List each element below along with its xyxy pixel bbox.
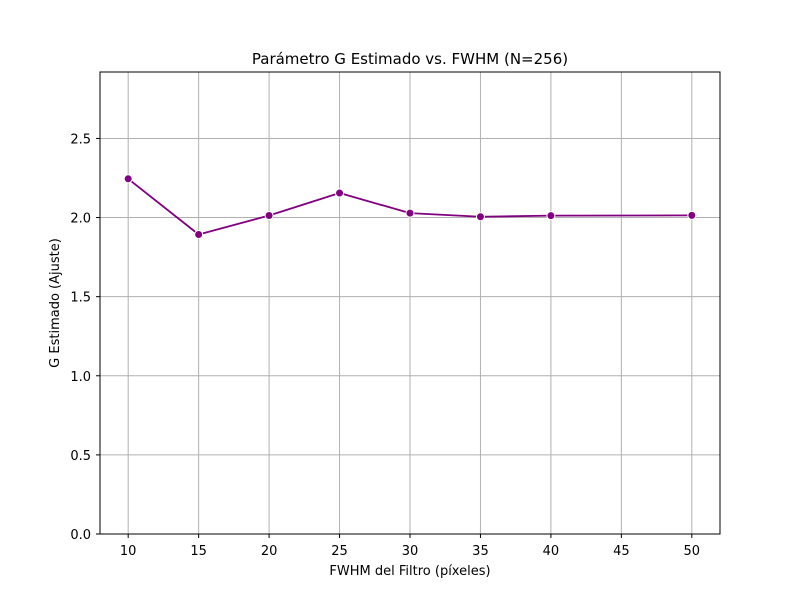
data-point	[687, 210, 697, 220]
data-point	[335, 188, 345, 198]
x-tick-label: 50	[684, 544, 701, 559]
x-tick-label: 45	[613, 544, 630, 559]
x-axis-label: FWHM del Filtro (píxeles)	[329, 564, 490, 579]
data-point	[194, 229, 204, 239]
x-tick-label: 20	[261, 544, 278, 559]
y-axis-label: G Estimado (Ajuste)	[48, 238, 63, 368]
y-tick-label: 2.0	[70, 212, 91, 227]
y-tick-label: 1.0	[70, 370, 91, 385]
y-tick-label: 2.5	[70, 132, 91, 147]
series-layer	[123, 174, 697, 239]
y-tick-label: 0.0	[70, 528, 91, 543]
y-tick-label: 0.5	[70, 449, 91, 464]
chart-title: Parámetro G Estimado vs. FWHM (N=256)	[252, 50, 568, 68]
data-point	[405, 208, 415, 218]
data-point	[264, 211, 274, 221]
x-tick-label: 15	[190, 544, 207, 559]
x-tick-label: 10	[120, 544, 137, 559]
data-point	[475, 212, 485, 222]
x-tick-label: 25	[331, 544, 348, 559]
axis-ticks: 10 15 20 25 30 35 40 45 50 0.0 0.5 1.0 1.5 2.0 2.5	[70, 132, 700, 559]
y-tick-label: 1.5	[70, 291, 91, 306]
x-tick-label: 30	[402, 544, 419, 559]
data-point	[546, 211, 556, 221]
x-tick-label: 40	[543, 544, 560, 559]
data-point	[123, 174, 133, 184]
series-line	[127, 178, 692, 236]
x-tick-label: 35	[472, 544, 489, 559]
